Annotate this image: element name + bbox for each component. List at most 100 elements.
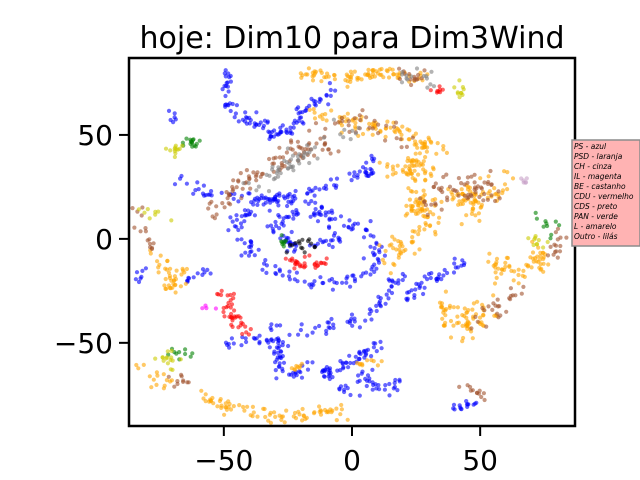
data-point [228,298,233,303]
data-point [396,278,401,283]
data-point [370,132,375,137]
data-point [326,102,331,107]
data-point [276,198,281,204]
data-point [309,282,314,287]
data-point [247,212,252,217]
data-point [254,188,259,193]
data-point [330,244,335,250]
data-point [132,225,137,230]
data-point [234,217,239,222]
data-point [328,407,333,412]
data-point [239,343,244,348]
data-point [409,239,414,244]
data-point [363,167,368,172]
data-point [534,242,540,247]
data-point [502,169,507,174]
data-point [326,367,331,372]
data-point [424,76,429,81]
data-point [347,218,352,223]
data-point [350,128,355,133]
data-point [412,168,417,173]
data-point [243,213,248,218]
data-point [346,119,351,124]
data-point [435,141,440,146]
data-point [340,280,345,285]
data-point [290,147,295,152]
data-point [352,276,357,282]
data-point [206,192,211,197]
data-point [545,223,550,229]
data-point [226,201,231,206]
data-point [273,360,278,365]
data-point [413,178,418,183]
data-point [383,383,388,388]
data-point [341,365,346,370]
data-point [422,68,427,73]
data-point [439,185,444,190]
data-point [291,168,296,173]
data-point [436,89,441,94]
data-point [168,266,173,271]
data-point [509,268,514,273]
data-point [336,235,341,240]
data-point [291,125,296,130]
data-point [319,212,324,217]
data-point [279,233,284,238]
data-point [391,386,396,391]
data-point [201,183,206,188]
data-point [272,128,277,133]
data-point [151,377,156,382]
data-point [545,253,551,258]
data-point [470,388,475,393]
data-point [385,119,390,124]
data-point [327,325,332,331]
data-point [350,226,355,231]
data-point [310,330,315,335]
data-point [228,305,233,310]
legend-entry: IL - magenta [574,172,622,181]
data-point [409,288,414,293]
data-point [493,198,498,204]
data-point [341,135,346,140]
data-point [145,207,150,212]
data-point [172,111,177,116]
data-point [416,72,421,78]
data-point [331,117,336,122]
data-point [165,258,170,264]
data-point [391,167,396,172]
data-point [245,404,250,409]
data-point [379,346,384,351]
data-point [297,262,302,267]
data-point [169,218,174,223]
data-point [252,198,257,203]
data-point [344,276,349,281]
data-point [519,291,524,296]
data-point [184,181,189,186]
data-point [147,237,152,242]
data-point [531,242,536,248]
data-point [292,410,298,416]
data-point [390,67,395,72]
data-point [209,189,214,194]
data-point [229,322,234,327]
data-point [439,199,444,204]
data-point [312,279,317,284]
data-point [258,174,263,179]
data-point [142,210,147,215]
data-point [486,174,491,179]
data-point [256,247,261,252]
data-point [268,325,273,330]
data-point [327,242,332,247]
data-point [291,414,296,419]
data-point [203,303,208,308]
data-point [457,384,462,389]
data-point [293,367,298,372]
data-point [365,358,370,363]
data-point [322,75,327,80]
data-point [326,147,331,152]
data-point [230,188,235,194]
data-point [140,268,145,273]
data-point [236,325,241,330]
data-point [155,373,160,378]
